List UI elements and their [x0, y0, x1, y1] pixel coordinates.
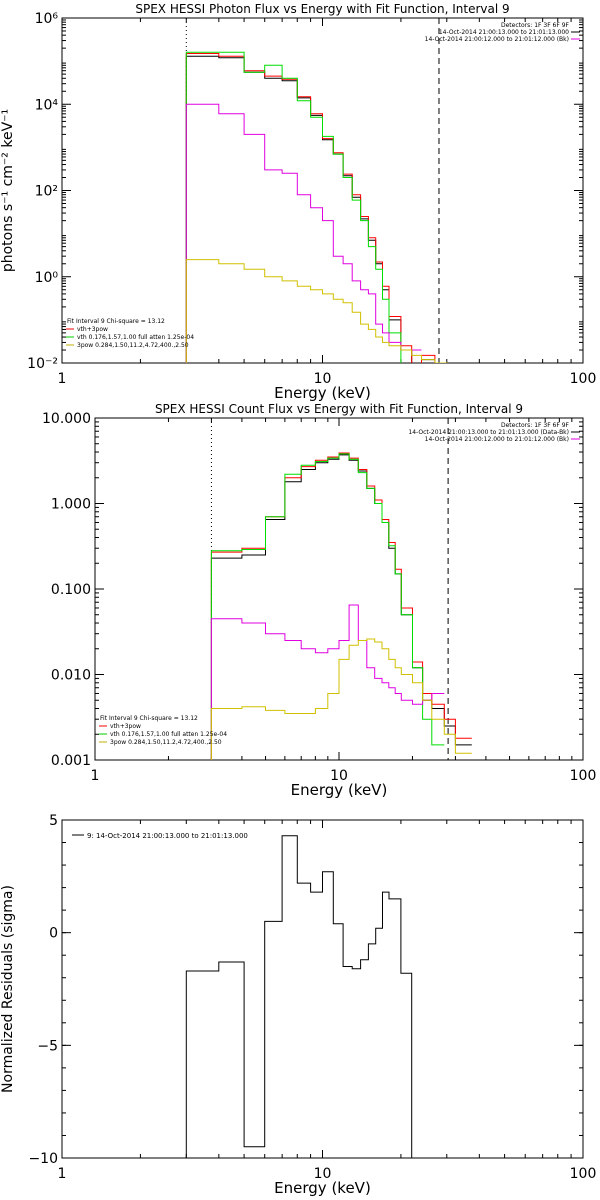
y-tick-label: 10.000 — [42, 411, 91, 427]
y-tick-label: 10⁴ — [35, 97, 59, 113]
x-axis-label: Energy (keV) — [274, 1179, 371, 1197]
legend-bottom-text: 3pow 0.284,1.50,11.2,4.72,400.,2.50 — [77, 342, 189, 349]
series-line-1 — [185, 835, 413, 1158]
legend-bottom-text: 3pow 0.284,1.50,11.2,4.72,400.,2.50 — [110, 739, 222, 746]
series-line-4 — [185, 103, 422, 363]
legend-bottom-text: Fit Interval 9 Chi-square = 13.12 — [100, 715, 198, 722]
legend-bottom-text: Fit Interval 9 Chi-square = 13.12 — [67, 318, 165, 325]
legend-bottom-text: vth 0.176,1.57,1.00 full atten 1.25e-04 — [110, 731, 227, 738]
legend-top-text: Detectors: 1F 3F 6F 9F — [501, 422, 570, 429]
x-tick-label: 1 — [58, 1166, 67, 1182]
plot-frame — [94, 417, 584, 761]
chart-panel-2: 1 10 100 0.001 0.010 0.100 1.000 10.000 SPEX HES… — [42, 402, 596, 799]
plot-frame — [61, 17, 584, 364]
legend-bottom-text: vth+3pow — [77, 326, 108, 333]
y-tick-label: −10 — [28, 1151, 58, 1167]
legend-top-text: 14-Oct-2014 21:00:12.000 to 21:01:12.000… — [425, 36, 569, 43]
y-axis-label: Normalized Residuals (sigma) — [0, 885, 16, 1093]
series-line-5 — [185, 259, 448, 363]
x-tick-label: 1 — [58, 371, 67, 387]
legend-bottom-text: vth 0.176,1.57,1.00 full atten 1.25e-04 — [77, 334, 194, 341]
y-tick-label: 10⁶ — [35, 11, 59, 27]
x-tick-label: 10 — [314, 371, 332, 387]
y-tick-label: 10² — [35, 184, 58, 200]
legend-bottom-text: vth+3pow — [110, 723, 141, 730]
legend-top-text: Detectors: 1F 3F 6F 9F — [501, 22, 570, 29]
legend-top-text: 14-Oct-2014 21:00:13.000 to 21:01:13.000… — [408, 429, 569, 436]
x-tick-label: 100 — [570, 1166, 597, 1182]
chart-title: SPEX HESSI Count Flux vs Energy with Fit… — [155, 402, 523, 416]
legend-top-text: 14-Oct-2014 21:00:13.000 to 21:01:13.000 — [439, 29, 569, 36]
series-line-5 — [210, 638, 472, 760]
y-axis-label: photons s⁻¹ cm⁻² keV⁻¹ — [0, 109, 16, 272]
chart-panel-3: 1 10 100 −10 −5 0 5 Energy (keV) Normalized Resi… — [0, 813, 596, 1197]
y-tick-label: 0.010 — [51, 668, 91, 684]
series-line-2 — [185, 53, 448, 363]
y-tick-label: 0 — [49, 926, 58, 942]
x-tick-label: 1 — [91, 768, 100, 784]
series-line-3 — [185, 51, 402, 363]
x-axis-label: Energy (keV) — [291, 781, 388, 799]
y-tick-label: −5 — [37, 1038, 58, 1054]
legend-top-text: 14-Oct-2014 21:00:12.000 to 21:01:12.000… — [425, 436, 569, 443]
series-line-2 — [210, 452, 472, 760]
chart-title: SPEX HESSI Photon Flux vs Energy with Fi… — [135, 2, 509, 16]
y-tick-label: 10⁰ — [35, 270, 59, 286]
x-tick-label: 100 — [570, 371, 597, 387]
y-tick-label: 5 — [49, 813, 58, 829]
x-tick-label: 100 — [570, 768, 597, 784]
x-tick-label: 10 — [330, 768, 348, 784]
series-line-4 — [210, 604, 445, 760]
legend-top-text: 9: 14-Oct-2014 21:00:13.000 to 21:01:13.… — [87, 832, 248, 840]
y-tick-label: 1.000 — [51, 497, 91, 513]
series-line-3 — [210, 453, 445, 760]
x-axis-label: Energy (keV) — [274, 384, 371, 402]
y-tick-label: 0.100 — [51, 582, 91, 598]
y-tick-label: 0.001 — [51, 753, 91, 769]
series-line-1 — [210, 454, 472, 760]
x-tick-label: 10 — [314, 1166, 332, 1182]
plot-frame — [61, 819, 584, 1159]
y-tick-label: 10⁻² — [27, 356, 58, 372]
chart-panel-1: 1 10 100 10⁻² 10⁰ 10² 10⁴ 10⁶ SPEX HESSI Photon … — [0, 2, 596, 402]
